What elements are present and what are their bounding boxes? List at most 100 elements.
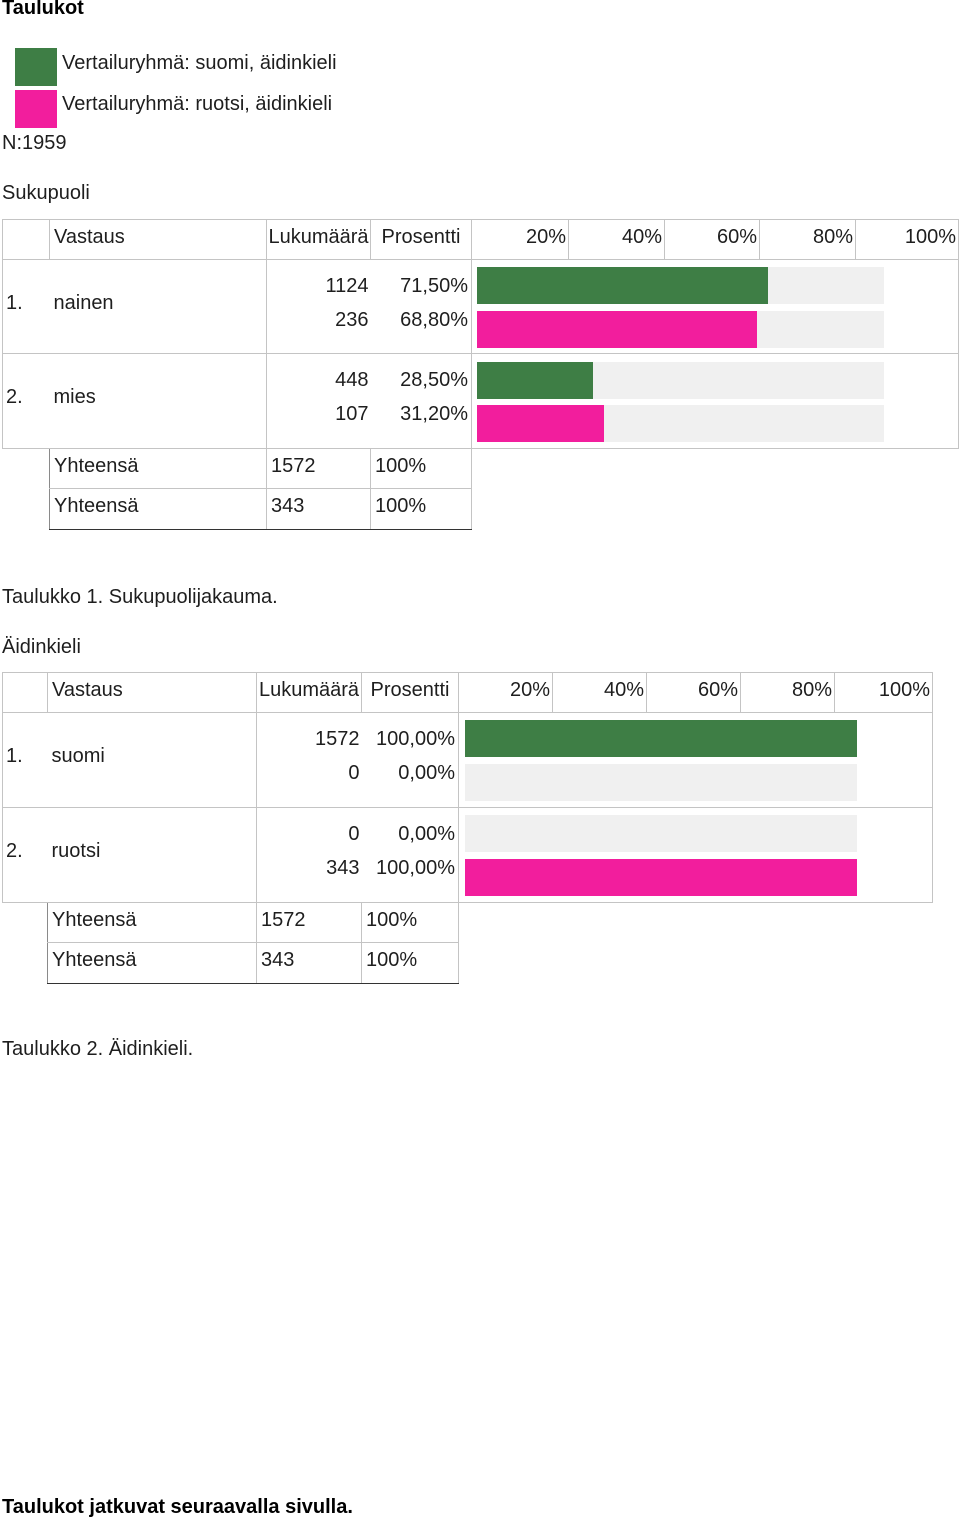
percent-value-suomi: 71,50% <box>400 274 468 297</box>
percent-value-ruotsi: 0,00% <box>398 762 455 784</box>
total-row: Yhteensä 343 100% <box>3 942 933 984</box>
table-aidinkieli: Vastaus Lukumäärä Prosentti 20% 40% 60% … <box>2 672 933 984</box>
total-count: 343 <box>266 488 371 530</box>
percent-value-suomi: 0,00% <box>398 823 455 845</box>
count-value-ruotsi: 0 <box>348 762 360 784</box>
bar-ruotsi <box>477 311 758 348</box>
col-header-prosentti: Prosentti <box>361 672 459 713</box>
bar-track <box>477 405 884 442</box>
total-count: 1572 <box>256 902 362 943</box>
percent-cell: 100,00% 0,00% <box>361 712 459 808</box>
total-spacer <box>472 489 959 530</box>
count-cell: 448 107 <box>266 353 371 449</box>
count-value-ruotsi: 107 <box>335 403 369 425</box>
table-row: 1. nainen 1124 236 71,50% 68,80% <box>2 259 959 354</box>
scale-label-40: 40% <box>568 219 665 260</box>
count-value-suomi: 0 <box>348 823 360 845</box>
bar-cell <box>458 807 933 903</box>
table-row: 2. mies 448 107 28,50% 31,20% <box>2 353 959 449</box>
table-row: 1. suomi 1572 0 100,00% 0,00% <box>2 712 933 808</box>
bar-ruotsi <box>465 859 857 896</box>
answer-label: nainen <box>49 259 267 354</box>
bar-track <box>465 859 857 896</box>
total-label: Yhteensä <box>47 942 257 984</box>
scale-label-20: 20% <box>471 219 569 260</box>
count-cell: 1572 0 <box>256 712 362 808</box>
percent-value-ruotsi: 31,20% <box>400 403 468 425</box>
legend-label-ruotsi: Vertailuryhmä: ruotsi, äidinkieli <box>62 93 333 115</box>
col-header-vastaus: Vastaus <box>49 219 267 260</box>
row-number: 2. <box>2 353 50 449</box>
scale-label-100: 100% <box>855 219 959 260</box>
scale-label-80: 80% <box>759 219 856 260</box>
total-percent: 100% <box>361 942 459 984</box>
total-spacer <box>459 903 933 943</box>
table-caption: Taulukko 2. Äidinkieli. <box>2 1038 194 1060</box>
header-number-cell <box>2 219 50 260</box>
bar-suomi <box>477 362 593 399</box>
bar-track <box>477 311 884 348</box>
percent-cell: 28,50% 31,20% <box>370 353 472 449</box>
respondent-count: N:1959 <box>2 132 67 154</box>
count-value-suomi: 448 <box>335 369 369 391</box>
row-number: 1. <box>2 259 50 354</box>
scale-label-20: 20% <box>458 672 553 713</box>
percent-value-ruotsi: 68,80% <box>400 308 468 331</box>
count-value-suomi: 1572 <box>315 728 360 750</box>
bar-suomi <box>477 267 768 304</box>
table-header-row: Vastaus Lukumäärä Prosentti 20% 40% 60% … <box>2 672 933 713</box>
total-spacer <box>3 943 48 984</box>
total-row: Yhteensä 1572 100% <box>3 448 959 489</box>
table-sukupuoli: Vastaus Lukumäärä Prosentti 20% 40% 60% … <box>2 219 959 530</box>
page-title: Taulukot <box>2 0 84 19</box>
table-caption: Taulukko 1. Sukupuolijakauma. <box>2 586 278 608</box>
total-row: Yhteensä 343 100% <box>3 488 959 530</box>
answer-label: suomi <box>47 712 257 808</box>
table-header-row: Vastaus Lukumäärä Prosentti 20% 40% 60% … <box>2 219 959 260</box>
scale-label-100: 100% <box>834 672 933 713</box>
total-spacer <box>472 449 959 489</box>
total-count: 1572 <box>266 448 371 489</box>
total-percent: 100% <box>361 902 459 943</box>
count-value-suomi: 1124 <box>325 274 369 297</box>
total-percent: 100% <box>370 448 472 489</box>
scale-label-80: 80% <box>740 672 835 713</box>
scale-label-40: 40% <box>552 672 647 713</box>
row-number: 1. <box>2 712 48 808</box>
bar-track <box>465 764 857 801</box>
total-label: Yhteensä <box>47 902 257 943</box>
bar-track <box>465 720 857 757</box>
bar-cell <box>471 259 959 354</box>
bar-suomi <box>465 720 857 757</box>
section-heading-aidinkieli: Äidinkieli <box>2 636 81 658</box>
total-spacer <box>3 449 50 489</box>
total-spacer <box>459 943 933 984</box>
col-header-lukumaara: Lukumäärä <box>256 672 362 713</box>
count-value-ruotsi: 236 <box>335 308 369 331</box>
count-cell: 0 343 <box>256 807 362 903</box>
table-row: 2. ruotsi 0 343 0,00% 100,00% <box>2 807 933 903</box>
total-label: Yhteensä <box>49 488 267 530</box>
footer-note: Taulukot jatkuvat seuraavalla sivulla. <box>2 1496 353 1518</box>
answer-label: ruotsi <box>47 807 257 903</box>
total-label: Yhteensä <box>49 448 267 489</box>
percent-value-suomi: 100,00% <box>376 728 455 750</box>
row-number: 2. <box>2 807 48 903</box>
total-percent: 100% <box>370 488 472 530</box>
percent-cell: 71,50% 68,80% <box>370 259 472 354</box>
total-spacer <box>3 489 50 530</box>
scale-label-60: 60% <box>646 672 741 713</box>
header-number-cell <box>2 672 48 713</box>
legend-label-suomi: Vertailuryhmä: suomi, äidinkieli <box>62 52 337 74</box>
legend-swatch-suomi <box>15 48 57 86</box>
bar-track <box>477 267 884 304</box>
bar-ruotsi <box>477 405 604 442</box>
total-spacer <box>3 903 48 943</box>
col-header-vastaus: Vastaus <box>47 672 257 713</box>
scale-label-60: 60% <box>664 219 760 260</box>
bar-cell <box>471 353 959 449</box>
total-row: Yhteensä 1572 100% <box>3 902 933 943</box>
legend-swatch-ruotsi <box>15 90 57 128</box>
bar-cell <box>458 712 933 808</box>
percent-cell: 0,00% 100,00% <box>361 807 459 903</box>
